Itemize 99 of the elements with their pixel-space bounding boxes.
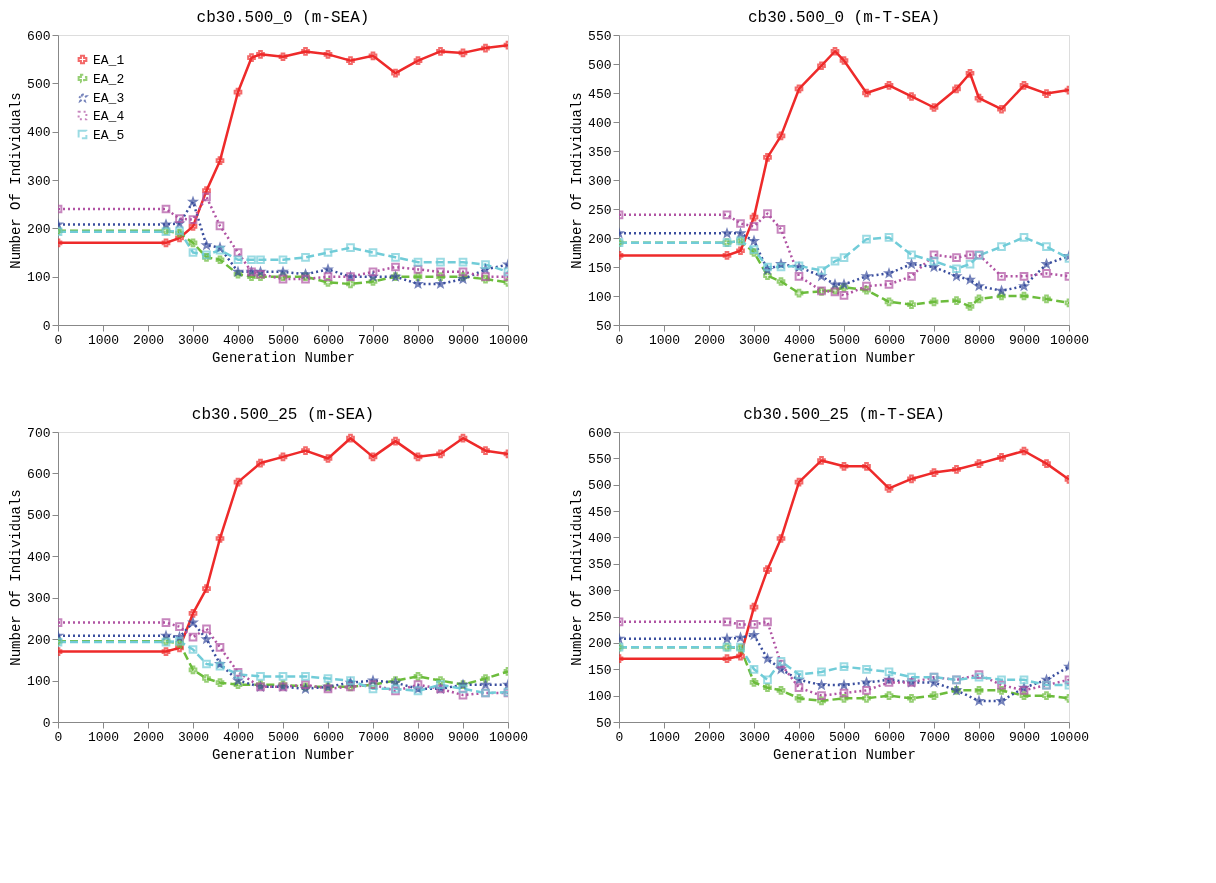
- x-tick-label: 4000: [222, 332, 255, 348]
- x-tick-label: 9000: [1008, 332, 1041, 348]
- x-tick-label: 5000: [828, 729, 861, 745]
- x-tick-label: 4000: [222, 729, 255, 745]
- x-tick-label: 2000: [693, 729, 726, 745]
- y-tick-label: 400: [588, 115, 612, 131]
- chart-title: cb30.500_0 (m-T-SEA): [747, 9, 941, 27]
- y-axis-title: Number Of Individuals: [569, 489, 586, 666]
- y-tick-label: 350: [588, 557, 612, 573]
- x-tick-label: 9000: [447, 729, 480, 745]
- y-tick-label: 500: [27, 76, 51, 92]
- y-tick-label: 200: [27, 632, 51, 648]
- y-tick-label: 0: [42, 318, 51, 334]
- y-tick-label: 350: [588, 144, 612, 160]
- y-tick-label: 100: [27, 674, 51, 690]
- x-tick-label: 0: [54, 332, 63, 348]
- y-tick-label: 400: [27, 125, 51, 141]
- y-tick-label: 600: [588, 425, 612, 441]
- x-axis-title: Generation Number: [212, 746, 355, 763]
- y-tick-label: 700: [27, 425, 51, 441]
- x-tick-label: 8000: [402, 729, 435, 745]
- y-tick-label: 300: [588, 583, 612, 599]
- x-tick-label: 3000: [738, 729, 771, 745]
- legend-label: EA_3: [93, 90, 125, 106]
- y-tick-label: 500: [588, 478, 612, 494]
- chart-title: cb30.500_0 (m-SEA): [196, 9, 370, 27]
- y-tick-label: 500: [27, 508, 51, 524]
- y-tick-label: 500: [588, 57, 612, 73]
- y-tick-label: 250: [588, 202, 612, 218]
- y-tick-label: 100: [588, 689, 612, 705]
- legend-label: EA_4: [93, 108, 125, 124]
- x-tick-label: 0: [615, 332, 624, 348]
- x-tick-label: 8000: [963, 332, 996, 348]
- legend-label: EA_2: [93, 71, 125, 87]
- x-tick-label: 9000: [447, 332, 480, 348]
- y-tick-label: 50: [595, 715, 612, 731]
- x-tick-label: 10000: [1049, 729, 1090, 745]
- x-tick-label: 7000: [918, 729, 951, 745]
- x-tick-label: 1000: [648, 729, 681, 745]
- y-tick-label: 200: [27, 221, 51, 237]
- legend-label: EA_1: [93, 52, 125, 68]
- x-tick-label: 6000: [873, 729, 906, 745]
- y-tick-label: 100: [588, 289, 612, 305]
- y-tick-label: 400: [27, 549, 51, 565]
- x-tick-label: 1000: [648, 332, 681, 348]
- x-tick-label: 7000: [357, 729, 390, 745]
- y-axis-title: Number Of Individuals: [569, 92, 586, 269]
- x-tick-label: 1000: [87, 332, 120, 348]
- y-axis-title: Number Of Individuals: [8, 489, 25, 666]
- y-axis-title: Number Of Individuals: [8, 92, 25, 269]
- x-tick-label: 10000: [488, 332, 529, 348]
- x-tick-label: 0: [54, 729, 63, 745]
- y-tick-label: 300: [27, 591, 51, 607]
- y-tick-label: 600: [27, 28, 51, 44]
- y-tick-label: 300: [27, 173, 51, 189]
- y-tick-label: 600: [27, 466, 51, 482]
- x-tick-label: 2000: [693, 332, 726, 348]
- y-tick-label: 150: [588, 662, 612, 678]
- y-tick-label: 150: [588, 260, 612, 276]
- x-tick-label: 4000: [783, 729, 816, 745]
- x-tick-label: 4000: [783, 332, 816, 348]
- x-tick-label: 0: [615, 729, 624, 745]
- y-tick-label: 200: [588, 231, 612, 247]
- x-axis-title: Generation Number: [773, 349, 916, 366]
- x-tick-label: 6000: [312, 729, 345, 745]
- y-tick-label: 200: [588, 636, 612, 652]
- x-tick-label: 5000: [267, 729, 300, 745]
- chart-title: cb30.500_25 (m-SEA): [191, 406, 375, 424]
- x-tick-label: 10000: [488, 729, 529, 745]
- y-tick-label: 550: [588, 451, 612, 467]
- x-tick-label: 3000: [177, 332, 210, 348]
- y-tick-label: 400: [588, 530, 612, 546]
- x-tick-label: 7000: [918, 332, 951, 348]
- chart-title: cb30.500_25 (m-T-SEA): [743, 406, 945, 424]
- y-tick-label: 450: [588, 86, 612, 102]
- x-tick-label: 2000: [132, 332, 165, 348]
- y-tick-label: 450: [588, 504, 612, 520]
- y-tick-label: 50: [595, 318, 612, 334]
- x-tick-label: 8000: [402, 332, 435, 348]
- x-tick-label: 6000: [873, 332, 906, 348]
- legend-label: EA_5: [93, 127, 125, 143]
- x-axis-title: Generation Number: [773, 746, 916, 763]
- x-tick-label: 2000: [132, 729, 165, 745]
- y-tick-label: 0: [42, 715, 51, 731]
- y-tick-label: 100: [27, 270, 51, 286]
- x-tick-label: 3000: [738, 332, 771, 348]
- y-tick-label: 250: [588, 610, 612, 626]
- x-tick-label: 10000: [1049, 332, 1090, 348]
- x-tick-label: 5000: [267, 332, 300, 348]
- x-tick-label: 6000: [312, 332, 345, 348]
- x-axis-title: Generation Number: [212, 349, 355, 366]
- y-tick-label: 300: [588, 173, 612, 189]
- y-tick-label: 550: [588, 28, 612, 44]
- x-tick-label: 8000: [963, 729, 996, 745]
- x-tick-label: 7000: [357, 332, 390, 348]
- x-tick-label: 5000: [828, 332, 861, 348]
- x-tick-label: 1000: [87, 729, 120, 745]
- x-tick-label: 9000: [1008, 729, 1041, 745]
- x-tick-label: 3000: [177, 729, 210, 745]
